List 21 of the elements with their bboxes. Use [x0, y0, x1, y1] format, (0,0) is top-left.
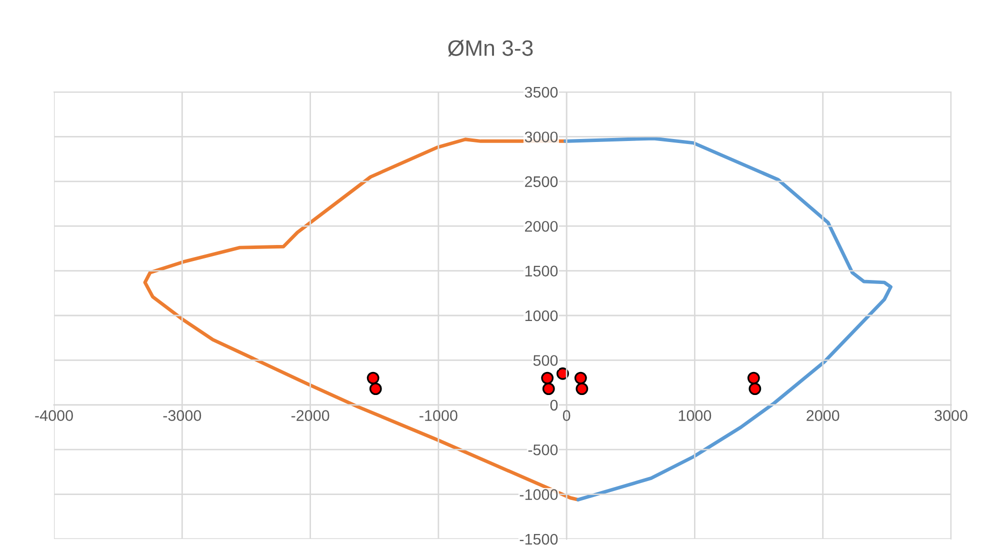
- x-tick-label: 1000: [678, 410, 712, 421]
- chart-title: ØMn 3-3: [448, 40, 533, 56]
- y-tick-label: 0: [550, 400, 558, 411]
- x-tick-label: 3000: [934, 410, 968, 421]
- line-series: [564, 136, 893, 502]
- y-tick-label: 500: [533, 355, 558, 366]
- y-tick-label: 3000: [524, 132, 558, 142]
- x-tick-label: -4000: [35, 410, 73, 421]
- y-tick-label: 3500: [524, 86, 558, 98]
- y-tick-label: 1000: [525, 310, 558, 322]
- x-tick-label: 2000: [806, 410, 840, 421]
- x-tick-label: -1000: [420, 410, 458, 421]
- x-tick-label: -3000: [163, 410, 202, 421]
- y-tick-label: 2000: [525, 220, 558, 232]
- y-tick-label: -1000: [520, 489, 558, 500]
- y-tick-label: -1500: [520, 534, 558, 545]
- y-tick-label: -500: [528, 444, 558, 456]
- x-tick-label: -2000: [291, 410, 330, 421]
- x-tick-label: 0: [562, 410, 570, 421]
- y-tick-label: 2500: [525, 176, 558, 188]
- y-tick-label: 1500: [525, 266, 558, 276]
